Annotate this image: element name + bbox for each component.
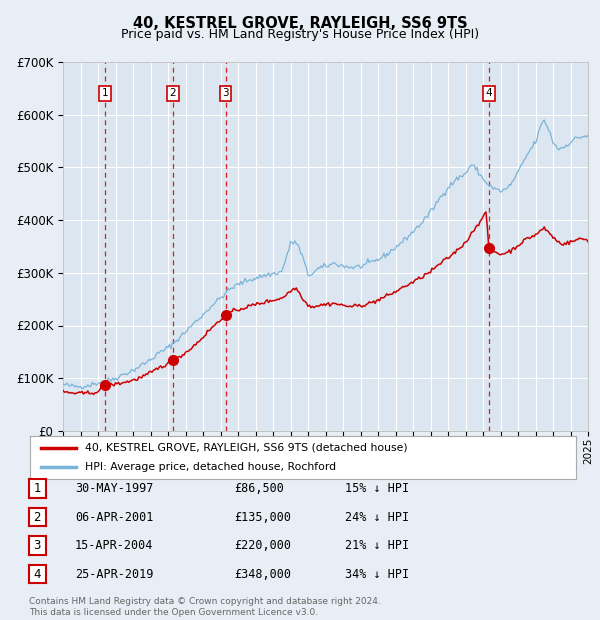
- Text: £86,500: £86,500: [234, 482, 284, 495]
- Text: 40, KESTREL GROVE, RAYLEIGH, SS6 9TS: 40, KESTREL GROVE, RAYLEIGH, SS6 9TS: [133, 16, 467, 30]
- Text: 2: 2: [169, 89, 176, 99]
- Text: 3: 3: [222, 89, 229, 99]
- Text: Contains HM Land Registry data © Crown copyright and database right 2024.
This d: Contains HM Land Registry data © Crown c…: [29, 598, 380, 617]
- Text: 06-APR-2001: 06-APR-2001: [75, 511, 154, 523]
- Text: 21% ↓ HPI: 21% ↓ HPI: [345, 539, 409, 552]
- Text: 4: 4: [485, 89, 492, 99]
- Text: 15-APR-2004: 15-APR-2004: [75, 539, 154, 552]
- Text: 1: 1: [34, 482, 41, 495]
- Text: 15% ↓ HPI: 15% ↓ HPI: [345, 482, 409, 495]
- Text: £220,000: £220,000: [234, 539, 291, 552]
- Text: 24% ↓ HPI: 24% ↓ HPI: [345, 511, 409, 523]
- Text: 4: 4: [34, 568, 41, 580]
- Text: Price paid vs. HM Land Registry's House Price Index (HPI): Price paid vs. HM Land Registry's House …: [121, 28, 479, 41]
- Text: HPI: Average price, detached house, Rochford: HPI: Average price, detached house, Roch…: [85, 463, 336, 472]
- Text: 34% ↓ HPI: 34% ↓ HPI: [345, 568, 409, 580]
- Text: 3: 3: [34, 539, 41, 552]
- Text: 1: 1: [102, 89, 109, 99]
- Text: 2: 2: [34, 511, 41, 523]
- Text: £135,000: £135,000: [234, 511, 291, 523]
- Text: £348,000: £348,000: [234, 568, 291, 580]
- Text: 40, KESTREL GROVE, RAYLEIGH, SS6 9TS (detached house): 40, KESTREL GROVE, RAYLEIGH, SS6 9TS (de…: [85, 443, 407, 453]
- Text: 30-MAY-1997: 30-MAY-1997: [75, 482, 154, 495]
- Text: 25-APR-2019: 25-APR-2019: [75, 568, 154, 580]
